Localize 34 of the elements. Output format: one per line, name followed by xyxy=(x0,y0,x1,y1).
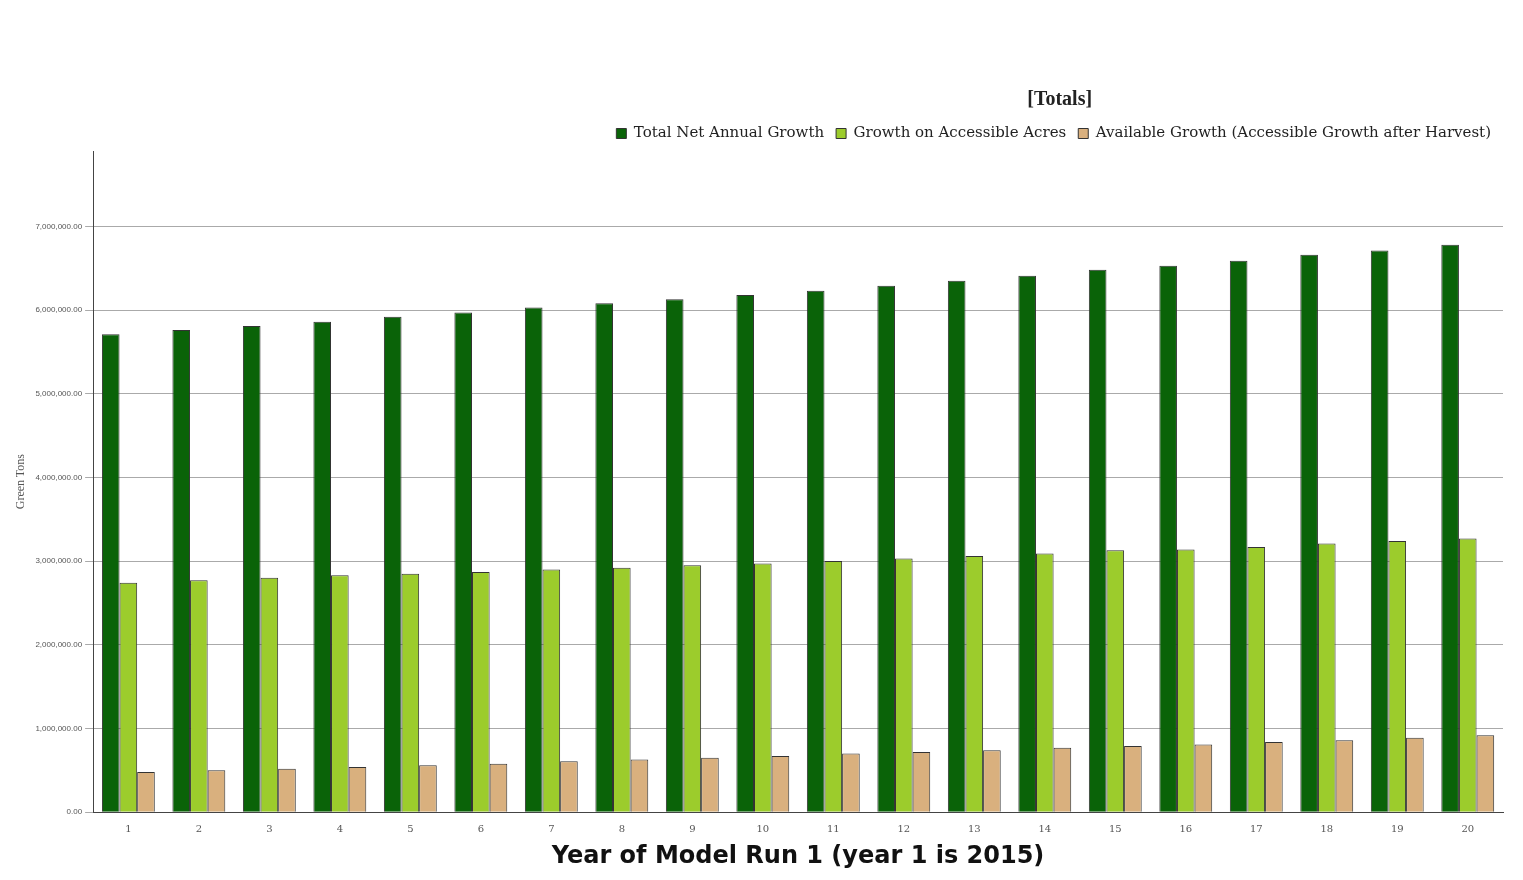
x-tick-label: 14 xyxy=(1038,822,1052,834)
legend-label: Total Net Annual Growth xyxy=(633,123,825,142)
x-tick-label: 2 xyxy=(195,822,203,834)
x-tick-label: 9 xyxy=(689,822,696,834)
y-tick-label: 7,000,000.00 xyxy=(35,221,83,231)
y-tick-label: 3,000,000.00 xyxy=(35,556,83,566)
y-tick-label: 2,000,000.00 xyxy=(35,640,83,650)
x-tick-label: 5 xyxy=(407,822,414,834)
y-tick-label: 4,000,000.00 xyxy=(35,472,83,482)
legend-label: Available Growth (Accessible Growth after Harvest) xyxy=(1094,123,1492,142)
x-tick-label: 1 xyxy=(125,822,132,834)
y-tick-label: 0.00 xyxy=(66,807,83,817)
x-tick-label: 18 xyxy=(1320,822,1334,834)
x-tick-label: 17 xyxy=(1249,822,1263,834)
x-tick-label: 19 xyxy=(1390,822,1404,834)
x-tick-label: 10 xyxy=(756,822,770,834)
x-tick-label: 13 xyxy=(967,822,981,834)
y-axis-title: Green Tons xyxy=(13,453,28,510)
x-tick-label: 4 xyxy=(336,822,344,834)
x-axis-title: Year of Model Run 1 (year 1 is 2015) xyxy=(550,840,1045,869)
legend-label: Growth on Accessible Acres xyxy=(853,123,1067,142)
x-tick-label: 15 xyxy=(1108,822,1122,834)
x-tick-label: 16 xyxy=(1179,822,1193,834)
x-tick-label: 3 xyxy=(266,822,273,834)
y-tick-label: 1,000,000.00 xyxy=(35,723,83,733)
x-tick-label: 6 xyxy=(477,822,485,834)
x-tick-label: 7 xyxy=(548,822,555,834)
x-tick-label: 12 xyxy=(897,822,911,834)
x-tick-label: 11 xyxy=(826,822,840,834)
y-tick-label: 5,000,000.00 xyxy=(35,388,83,398)
y-tick-label: 6,000,000.00 xyxy=(35,305,83,315)
x-tick-label: 8 xyxy=(618,822,626,834)
legend-title: [Totals] xyxy=(1027,87,1093,110)
x-tick-label: 20 xyxy=(1461,822,1475,834)
